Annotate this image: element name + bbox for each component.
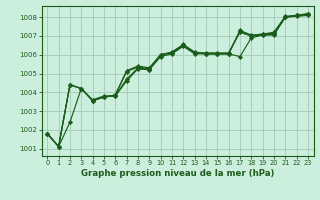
X-axis label: Graphe pression niveau de la mer (hPa): Graphe pression niveau de la mer (hPa) <box>81 169 274 178</box>
